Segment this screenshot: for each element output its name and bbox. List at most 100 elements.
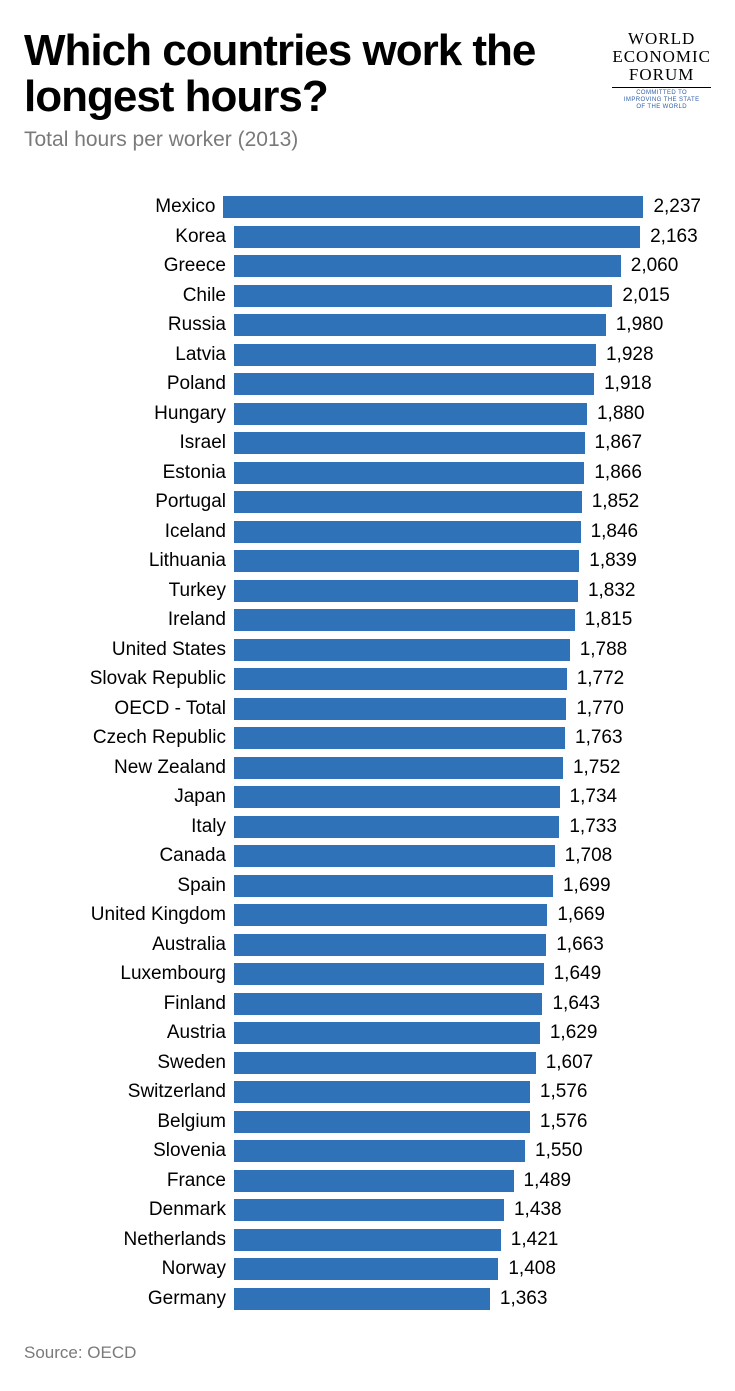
- bar-label: Chile: [34, 285, 234, 307]
- bar-cell: 1,421: [234, 1229, 701, 1251]
- bar-row: Denmark 1,438: [34, 1195, 701, 1225]
- bar: [234, 904, 547, 926]
- bar-cell: 1,629: [234, 1022, 701, 1044]
- bar-label: Poland: [34, 373, 234, 395]
- bar-label: Australia: [34, 934, 234, 956]
- bar-label: Ireland: [34, 609, 234, 631]
- page-subtitle: Total hours per worker (2013): [24, 128, 600, 152]
- bar-row: Korea2,163: [34, 222, 701, 252]
- bar-label: OECD - Total: [34, 698, 234, 720]
- bar-value: 1,408: [508, 1258, 556, 1280]
- bar-row: Japan1,734: [34, 782, 701, 812]
- bar: [234, 1229, 501, 1251]
- bar-value: 1,663: [556, 934, 604, 956]
- bar: [234, 1052, 536, 1074]
- wef-logo-line: ECONOMIC: [612, 48, 711, 66]
- bar-label: Belgium: [34, 1111, 234, 1133]
- bar-row: Lithuania1,839: [34, 546, 701, 576]
- bar-value: 1,852: [592, 491, 640, 513]
- bar-row: France1,489: [34, 1166, 701, 1196]
- bar: [234, 403, 587, 425]
- bar: [234, 550, 579, 572]
- bar-row: Slovak Republic1,772: [34, 664, 701, 694]
- bar-row: Belgium1,576: [34, 1107, 701, 1137]
- bar-cell: 1,770: [234, 698, 701, 720]
- wef-logo: WORLD ECONOMIC FORUM COMMITTED TO IMPROV…: [612, 30, 711, 111]
- bar-cell: 1,788: [234, 639, 701, 661]
- bar-value: 1,576: [540, 1081, 588, 1103]
- bar: [234, 521, 581, 543]
- bar-value: 1,363: [500, 1288, 548, 1310]
- bar-label: Lithuania: [34, 550, 234, 572]
- bar: [234, 934, 546, 956]
- bar-row: Greece2,060: [34, 251, 701, 281]
- bar-label: Germany: [34, 1288, 234, 1310]
- bar-label: Greece: [34, 255, 234, 277]
- bar-cell: 1,752: [234, 757, 701, 779]
- bar-value: 1,880: [597, 403, 645, 425]
- bar-label: Denmark: [34, 1199, 234, 1221]
- bar-value: 1,815: [585, 609, 633, 631]
- bar-value: 1,772: [577, 668, 625, 690]
- bar: [234, 993, 542, 1015]
- wef-logo-text: WORLD ECONOMIC FORUM: [612, 30, 711, 84]
- bar-cell: 1,643: [234, 993, 701, 1015]
- bar: [234, 1258, 498, 1280]
- bar-row: Norway 1,408: [34, 1254, 701, 1284]
- bar: [234, 786, 560, 808]
- bar-row: Luxembourg1,649: [34, 959, 701, 989]
- bar-row: OECD - Total1,770: [34, 694, 701, 724]
- bar-cell: 1,815: [234, 609, 701, 631]
- bar-label: Switzerland: [34, 1081, 234, 1103]
- bar-label: Russia: [34, 314, 234, 336]
- bar-value: 1,866: [594, 462, 642, 484]
- bar-value: 1,867: [595, 432, 643, 454]
- bar: [234, 314, 606, 336]
- bar-value: 1,438: [514, 1199, 562, 1221]
- bar-label: Slovenia: [34, 1140, 234, 1162]
- bar-cell: 2,060: [234, 255, 701, 277]
- bar-label: Luxembourg: [34, 963, 234, 985]
- bar-row: United Kingdom1,669: [34, 900, 701, 930]
- bar-cell: 1,576: [234, 1081, 701, 1103]
- bar-value: 1,643: [552, 993, 600, 1015]
- bar-cell: 1,438: [234, 1199, 701, 1221]
- bar-label: United Kingdom: [34, 904, 234, 926]
- bar-label: Sweden: [34, 1052, 234, 1074]
- bar-cell: 2,163: [234, 226, 701, 248]
- bar-value: 1,763: [575, 727, 623, 749]
- bar-cell: 1,839: [234, 550, 701, 572]
- bar-label: New Zealand: [34, 757, 234, 779]
- wef-tagline: COMMITTED TO IMPROVING THE STATE OF THE …: [612, 90, 711, 112]
- bar-row: Poland1,918: [34, 369, 701, 399]
- bar-value: 1,699: [563, 875, 611, 897]
- bar-chart: Mexico2,237Korea2,163Greece2,060Chile2,0…: [24, 192, 711, 1313]
- bar: [234, 255, 621, 277]
- bar: [234, 963, 544, 985]
- bar-label: Czech Republic: [34, 727, 234, 749]
- bar-label: Austria: [34, 1022, 234, 1044]
- bar-value: 1,421: [511, 1229, 559, 1251]
- bar-row: Estonia 1,866: [34, 458, 701, 488]
- bar-row: Latvia1,928: [34, 340, 701, 370]
- bar-label: Estonia: [34, 462, 234, 484]
- bar-row: Germany 1,363: [34, 1284, 701, 1314]
- bar-label: Norway: [34, 1258, 234, 1280]
- bar-label: Finland: [34, 993, 234, 1015]
- bar-label: Korea: [34, 226, 234, 248]
- bar-row: Austria1,629: [34, 1018, 701, 1048]
- bar: [234, 285, 612, 307]
- page-title: Which countries work the longest hours?: [24, 28, 600, 120]
- bar-row: Hungary1,880: [34, 399, 701, 429]
- bar-cell: 1,928: [234, 344, 701, 366]
- bar: [234, 1022, 540, 1044]
- bar: [234, 226, 640, 248]
- bar: [234, 580, 578, 602]
- bar-row: Netherlands1,421: [34, 1225, 701, 1255]
- bar-value: 1,980: [616, 314, 664, 336]
- bar-cell: 1,846: [234, 521, 701, 543]
- bar-label: United States: [34, 639, 234, 661]
- bar: [234, 1081, 530, 1103]
- wef-tagline-line: OF THE WORLD: [612, 104, 711, 111]
- bar-row: Mexico2,237: [34, 192, 701, 222]
